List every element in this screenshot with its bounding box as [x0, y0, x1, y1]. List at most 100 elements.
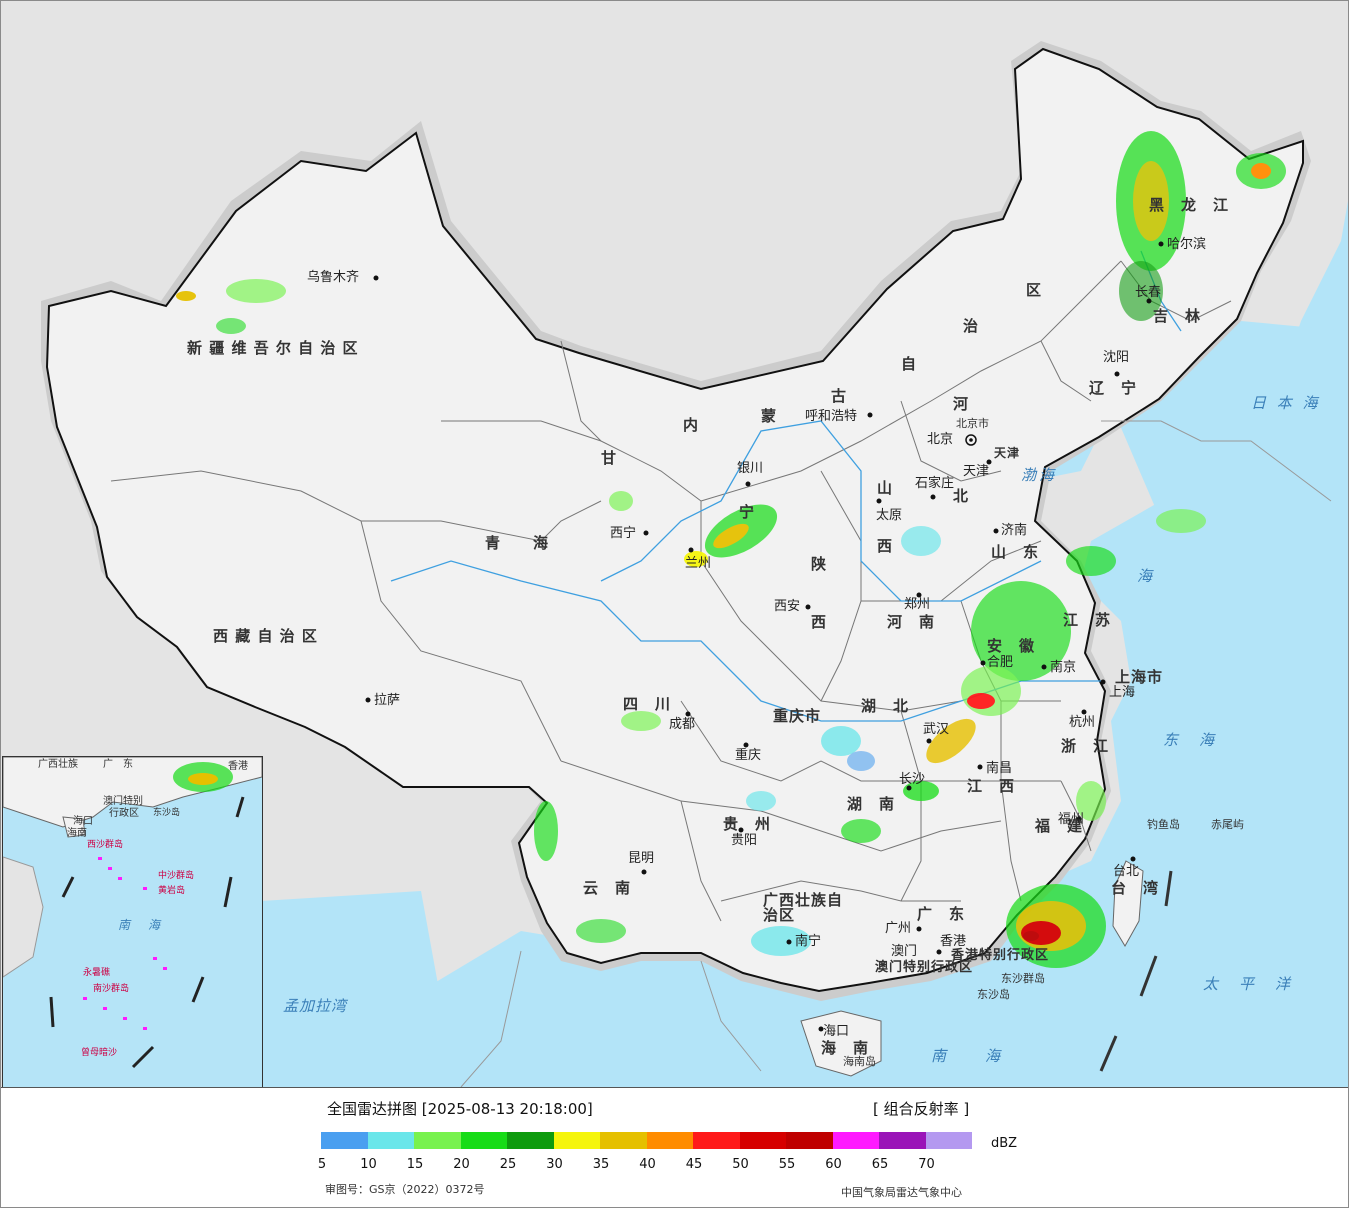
- city-urumqi: 乌鲁木齐: [307, 270, 360, 285]
- label-shaanxi-2: 西: [811, 613, 828, 631]
- echoes-typhoon: [1006, 781, 1106, 968]
- label-sichuan: 四 川: [623, 695, 672, 713]
- ocean-east: [1101, 321, 1348, 1087]
- inset-label-dongsha: 东沙岛: [153, 808, 181, 818]
- echoes-ningxia: [609, 491, 778, 567]
- dbz-swatch-12: [879, 1132, 926, 1149]
- dbz-swatch-7: [646, 1132, 693, 1149]
- bay-bengal: [261, 891, 441, 1087]
- inset-label-hk: 香港: [228, 761, 248, 772]
- product-label: [ 组合反射率 ]: [873, 1100, 970, 1118]
- radar-mosaic-map: 新 疆 维 吾 尔 自 治 区 西 藏 自 治 区 青 海 甘 内 蒙 古 自 …: [1, 1, 1348, 1088]
- city-fuzhou: 福州: [1058, 812, 1085, 827]
- label-hunan: 湖 南: [847, 795, 896, 813]
- sea-japan: 日 本 海: [1251, 394, 1321, 412]
- dbz-tick-40: 40: [639, 1157, 656, 1172]
- sea-yellow: 海: [1137, 567, 1156, 585]
- dbz-tick-45: 45: [685, 1157, 703, 1172]
- dbz-swatch-13: [925, 1132, 972, 1149]
- dbz-tick-30: 30: [546, 1157, 563, 1172]
- label-chongqing: 重庆市: [773, 707, 822, 725]
- label-henan: 河 南: [887, 613, 936, 631]
- map-base-svg: [41, 1, 1348, 1087]
- echoes-east: [821, 509, 1206, 801]
- sea-pacific: 太 平 洋: [1203, 975, 1294, 993]
- label-hebei-1: 河: [953, 395, 970, 413]
- label-tianjin-city: 天津: [994, 446, 1021, 460]
- dbz-swatch-5: [553, 1132, 600, 1149]
- city-guangzhou: 广州: [885, 921, 912, 936]
- dbz-tick-5: 5: [317, 1157, 327, 1172]
- label-shanxi-2: 西: [877, 537, 894, 555]
- city-changchun: 长春: [1135, 285, 1162, 300]
- dbz-tick-labels: 5 10 15 20 25 30 35 40 45 50 55 60 65 70: [301, 1157, 1001, 1173]
- inset-label-hainan: 海南: [67, 828, 87, 839]
- ocean: [421, 1, 1348, 1087]
- label-jilin: 吉 林: [1153, 307, 1202, 325]
- sea-bengal: 孟加拉湾: [283, 997, 348, 1015]
- city-macau: 澳门: [891, 944, 918, 959]
- dbz-tick-55: 55: [778, 1157, 796, 1172]
- city-nanjing: 南京: [1050, 660, 1077, 675]
- label-hubei: 湖 北: [861, 697, 910, 715]
- sea-south-china: 南 海: [931, 1047, 1004, 1065]
- city-hohhot: 呼和浩特: [805, 409, 858, 424]
- island-diaoyu: 钓鱼岛: [1147, 818, 1180, 831]
- inset-label-guangxi: 广西壮族: [38, 759, 78, 770]
- label-guangdong: 广 东: [917, 905, 966, 923]
- inset-label-xisha: 西沙群岛: [87, 840, 124, 850]
- label-taiwan: 台 湾: [1111, 879, 1160, 897]
- label-neimenggu-6: 区: [1026, 281, 1043, 299]
- inset-label-yongshu: 永暑礁: [83, 968, 111, 978]
- city-nanning: 南宁: [795, 934, 822, 949]
- dbz-swatch-3: [460, 1132, 507, 1149]
- city-chengdu: 成都: [669, 717, 696, 732]
- label-gansu: 甘: [601, 449, 618, 467]
- dbz-tick-60: 60: [825, 1157, 842, 1172]
- dbz-swatch-11: [832, 1132, 879, 1149]
- label-guangxi: 广西壮族自治区: [763, 891, 844, 924]
- dbz-swatch-10: [786, 1132, 833, 1149]
- taiwan-island: [1112, 860, 1144, 947]
- inset-label-macau: 澳门特别: [103, 796, 143, 807]
- island-chiwei: 赤尾屿: [1211, 818, 1244, 831]
- city-jinan: 济南: [1001, 523, 1028, 538]
- inset-label-guangdong: 广 东: [103, 759, 133, 770]
- label-neimenggu-2: 蒙: [761, 407, 778, 425]
- label-hebei-2: 北: [953, 487, 970, 505]
- label-guizhou: 贵 州: [723, 815, 772, 833]
- city-changsha: 长沙: [899, 772, 926, 787]
- dbz-swatch-8: [693, 1132, 740, 1149]
- label-zhejiang: 浙 江: [1061, 737, 1110, 755]
- city-guiyang: 贵阳: [731, 833, 758, 848]
- city-dots: [365, 241, 1164, 1032]
- city-wuhan: 武汉: [923, 722, 950, 737]
- city-beijing: 北京: [927, 432, 954, 447]
- city-nanchang: 南昌: [986, 761, 1013, 776]
- city-taiyuan: 太原: [876, 508, 903, 523]
- dbz-tick-35: 35: [592, 1157, 610, 1172]
- island-hainan: 海南岛: [843, 1055, 876, 1068]
- echoes-northeast: [1116, 131, 1286, 321]
- label-beijing-municipality: 北京市: [956, 417, 989, 430]
- dbz-swatch-0: [321, 1132, 368, 1149]
- mosaic-title: 全国雷达拼图 [2025-08-13 20:18:00]: [327, 1100, 593, 1118]
- city-hangzhou: 杭州: [1069, 715, 1096, 730]
- china-landmass: [45, 47, 1304, 993]
- label-hk-sar: 香港特别行政区: [951, 948, 1050, 963]
- island-dongsha: 东沙群岛: [1001, 972, 1045, 985]
- inset-label-nansha: 南沙群岛: [93, 984, 130, 994]
- approval-number: 审图号：GS京（2022）0372号: [325, 1183, 485, 1196]
- label-hainan: 海 南: [821, 1039, 870, 1057]
- inset-label-huangyan: 黄岩岛: [158, 886, 186, 896]
- city-hongkong: 香港: [940, 934, 967, 949]
- dbz-swatch-9: [739, 1132, 786, 1149]
- label-neimenggu-4: 自: [901, 355, 918, 373]
- neighbour-borders: [460, 420, 1332, 1087]
- label-jiangsu: 江 苏: [1063, 611, 1112, 629]
- city-shijiazhuang: 石家庄: [915, 476, 955, 491]
- label-heilongjiang: 黑 龙 江: [1149, 196, 1230, 214]
- label-xinjiang: 新 疆 维 吾 尔 自 治 区: [187, 339, 359, 357]
- city-xian: 西安: [774, 599, 801, 614]
- dbz-tick-20: 20: [453, 1157, 470, 1172]
